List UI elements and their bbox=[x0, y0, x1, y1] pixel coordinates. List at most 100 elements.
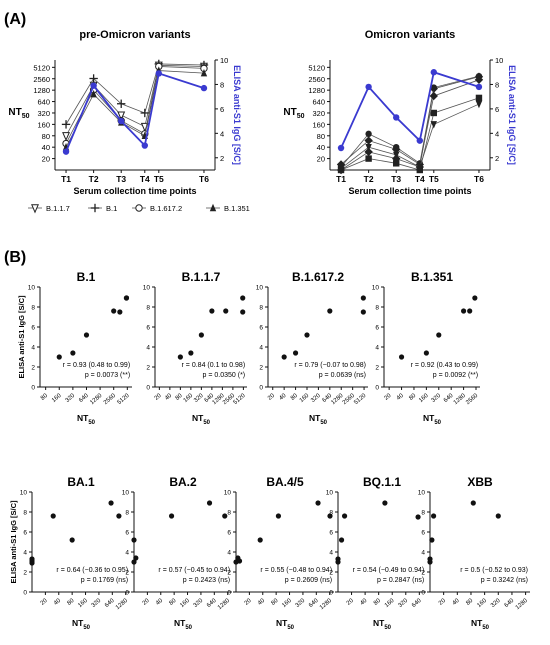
series-line-XBB bbox=[340, 76, 480, 171]
y-tick-label: 6 bbox=[375, 325, 379, 332]
y-tick-label: 4 bbox=[23, 550, 27, 557]
data-point bbox=[133, 555, 139, 561]
stat-p: p = 0.0092 (**) bbox=[433, 372, 478, 379]
x-axis-title: NT50 bbox=[72, 618, 91, 631]
data-point-dot bbox=[90, 90, 97, 98]
data-point bbox=[200, 68, 208, 77]
data-point bbox=[209, 308, 215, 314]
data-point bbox=[236, 558, 243, 564]
legend-marker bbox=[90, 203, 100, 213]
x-tick-label: 160 bbox=[77, 598, 89, 609]
legend-marker bbox=[135, 204, 143, 212]
x-tick-label: 40 bbox=[452, 598, 461, 607]
data-point bbox=[29, 556, 35, 562]
series-line-BA.1 bbox=[340, 103, 480, 169]
data-point bbox=[337, 144, 345, 152]
x-tick-label: 640 bbox=[104, 598, 116, 609]
x-tick-label: T3 bbox=[116, 174, 126, 184]
legend-marker-dot bbox=[31, 204, 39, 214]
y-tick-label: 2 bbox=[227, 570, 231, 577]
x-tick-label: 80 bbox=[290, 393, 299, 402]
data-point-dot bbox=[365, 83, 372, 91]
x-tick-label: 2560 bbox=[103, 393, 118, 407]
data-point bbox=[206, 500, 213, 506]
data-point-dot bbox=[416, 137, 423, 144]
data-point bbox=[393, 114, 400, 121]
data-point bbox=[338, 537, 345, 543]
x-tick-label: T3 bbox=[391, 174, 401, 184]
y-tick-label: 8 bbox=[146, 305, 150, 312]
y-tick-label: 8 bbox=[125, 510, 129, 517]
y-tick-label-left: 320 bbox=[37, 109, 50, 118]
data-point bbox=[365, 83, 372, 91]
y-tick-label: 6 bbox=[146, 325, 150, 332]
data-point bbox=[423, 350, 429, 356]
chart-title: pre-Omicron variants bbox=[79, 29, 190, 41]
x-tick-label: 5120 bbox=[233, 393, 248, 407]
data-point-dot bbox=[118, 117, 125, 125]
x-tick-label: 1280 bbox=[115, 598, 130, 612]
panel-title: B.1.1.7 bbox=[182, 270, 221, 284]
x-tick-label: T4 bbox=[140, 174, 150, 184]
y-tick-label: 6 bbox=[329, 530, 333, 537]
data-point bbox=[281, 354, 287, 360]
data-point bbox=[365, 155, 372, 162]
y-tick-label-left: 40 bbox=[42, 143, 50, 152]
y-axis-title-left: NT50 bbox=[8, 107, 29, 120]
data-point bbox=[69, 537, 75, 543]
data-point bbox=[398, 354, 405, 360]
x-tick-label: T5 bbox=[429, 174, 439, 184]
series-line-elisa bbox=[65, 72, 205, 153]
data-point bbox=[90, 82, 97, 89]
stat-p: p = 0.2423 (ns) bbox=[183, 577, 230, 584]
data-point bbox=[430, 109, 437, 117]
x-axis-title: NT50 bbox=[471, 618, 490, 631]
x-tick-label: 1280 bbox=[515, 598, 530, 612]
stat-r: r = 0.84 (0.1 to 0.98) bbox=[182, 362, 246, 369]
y-tick-label: 2 bbox=[125, 570, 129, 577]
panel-title: BA.1 bbox=[67, 475, 95, 489]
data-point bbox=[429, 91, 438, 101]
x-tick-label: 40 bbox=[53, 598, 62, 607]
x-tick-label: 640 bbox=[504, 598, 516, 609]
data-point-dot bbox=[475, 83, 483, 91]
data-point-dot bbox=[416, 163, 423, 172]
data-point bbox=[392, 145, 401, 154]
y-tick-label-right: 2 bbox=[495, 154, 499, 163]
legend-label: B.1.351 bbox=[224, 204, 250, 213]
x-tick-label: 320 bbox=[91, 598, 103, 609]
data-point-dot bbox=[141, 142, 148, 149]
data-point bbox=[240, 295, 246, 301]
y-tick-label: 10 bbox=[20, 490, 28, 497]
timecourse-pre-omicron: pre-Omicron variants 20 40 80 160 320 640 1280 2… bbox=[8, 29, 250, 214]
y-tick-label: 8 bbox=[329, 510, 333, 517]
y-tick-label: 8 bbox=[31, 305, 35, 312]
data-point bbox=[430, 84, 437, 91]
x-tick-label: 40 bbox=[155, 598, 164, 607]
y-tick-label: 4 bbox=[329, 550, 333, 557]
data-point bbox=[131, 559, 137, 565]
y-tick-label: 2 bbox=[329, 570, 333, 577]
y-tick-label-left: 320 bbox=[312, 109, 325, 118]
y-tick-label-right: 8 bbox=[495, 80, 499, 89]
x-tick-label: T5 bbox=[154, 174, 164, 184]
data-point bbox=[430, 121, 437, 129]
data-point bbox=[62, 148, 70, 155]
data-point-dot bbox=[475, 100, 483, 109]
x-tick-label: 320 bbox=[490, 598, 502, 609]
y-tick-label-left: 1280 bbox=[33, 86, 50, 95]
y-tick-label: 4 bbox=[375, 345, 379, 352]
data-point bbox=[430, 513, 437, 519]
data-point bbox=[275, 513, 282, 519]
stat-p: p = 0.2609 (ns) bbox=[285, 577, 332, 584]
stat-r: r = 0.55 (−0.48 to 0.94) bbox=[260, 567, 332, 574]
x-axis-title: NT50 bbox=[77, 413, 96, 426]
data-point bbox=[415, 514, 421, 520]
x-tick-label: 20 bbox=[40, 598, 49, 607]
x-tick-label: T1 bbox=[336, 174, 346, 184]
data-point bbox=[89, 74, 98, 83]
data-point bbox=[62, 132, 70, 142]
data-point bbox=[61, 120, 71, 129]
x-tick-label: 80 bbox=[40, 393, 49, 402]
